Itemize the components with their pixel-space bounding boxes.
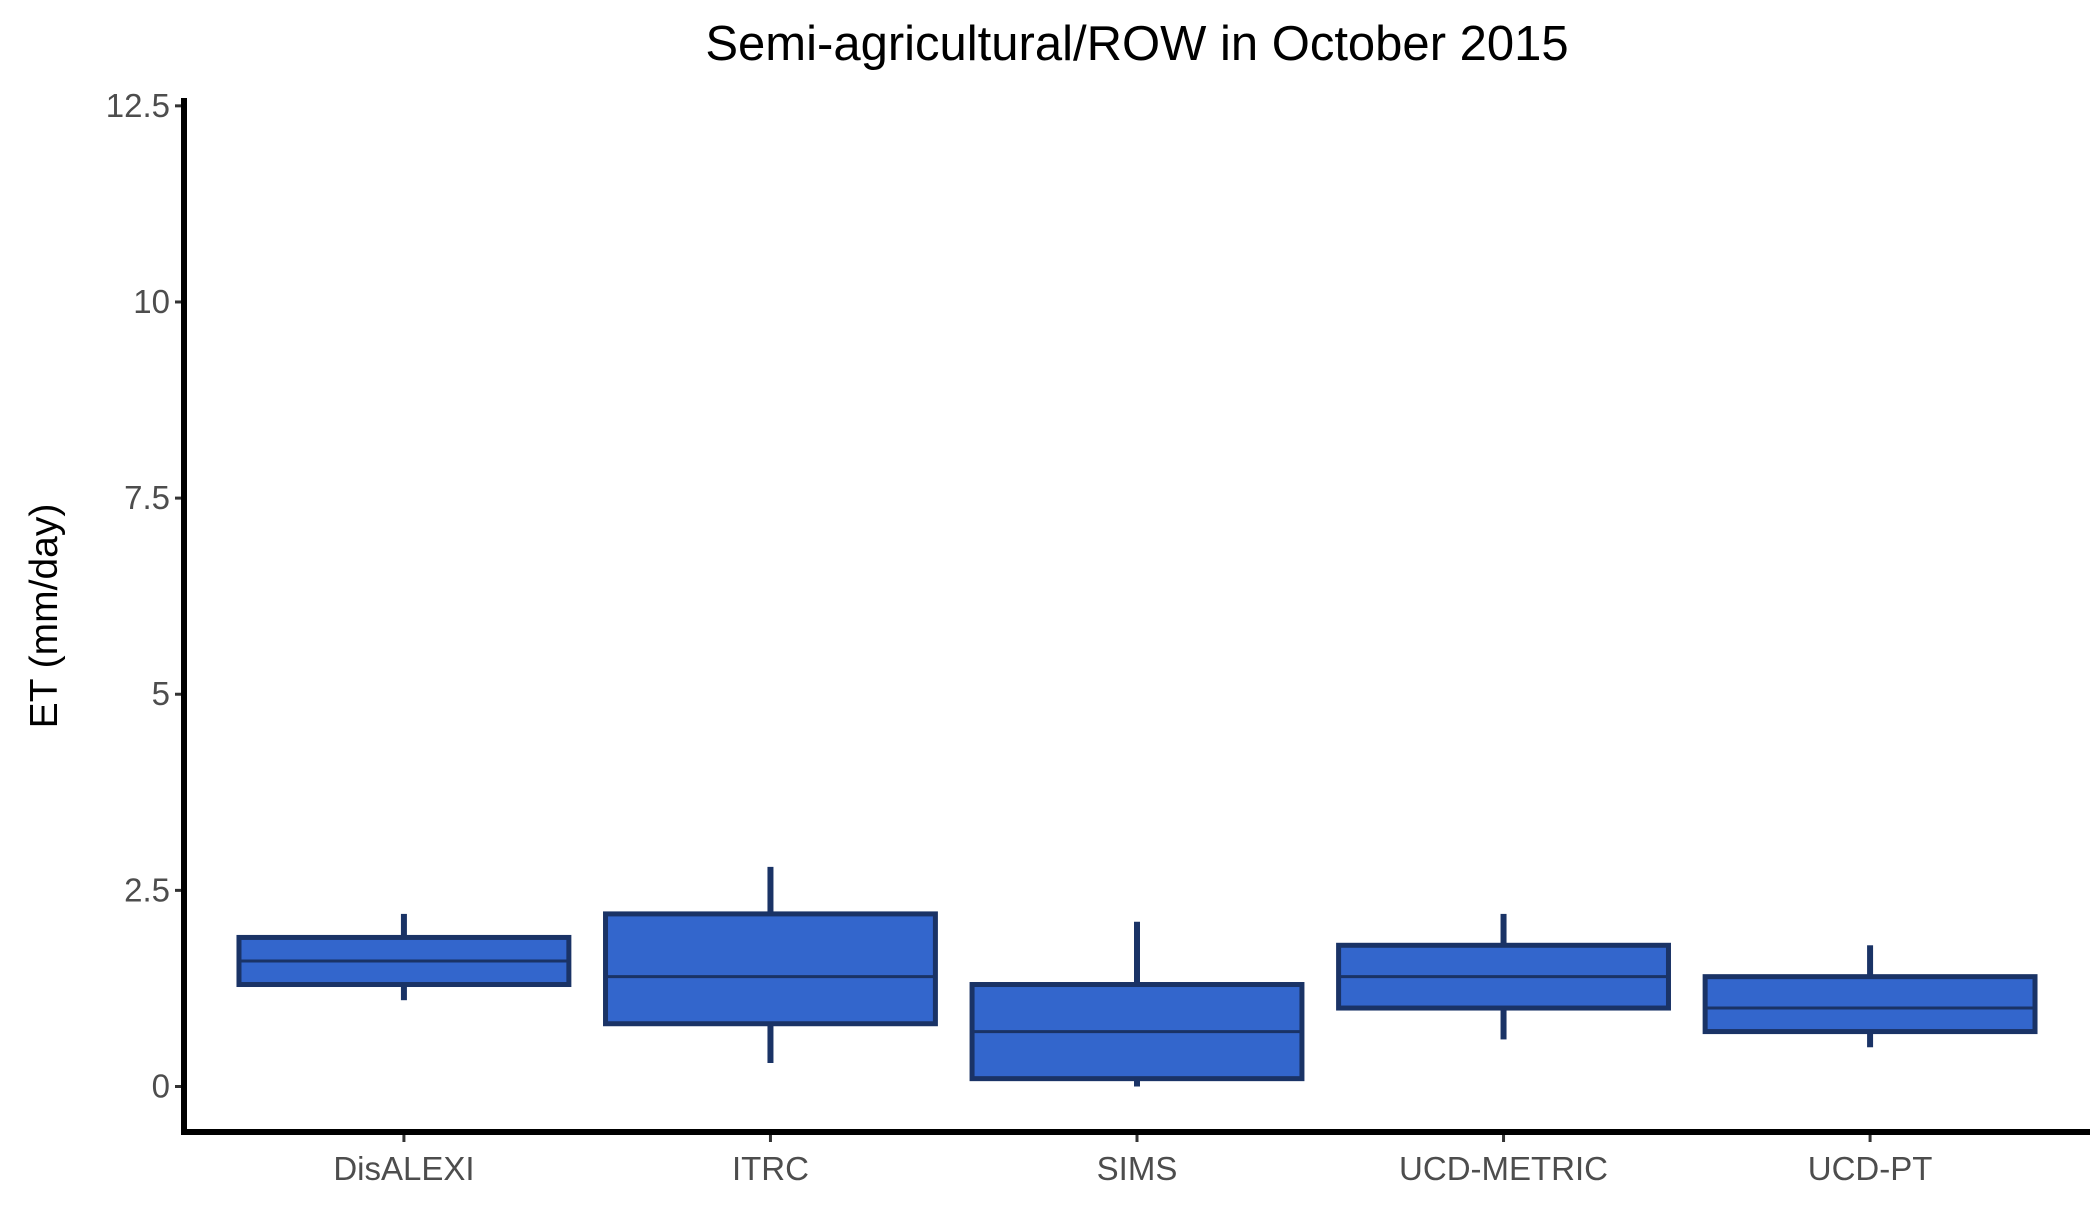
y-tick-label: 7.5 [124, 479, 170, 516]
y-tick-label: 5 [152, 675, 170, 712]
boxes-layer [236, 866, 2038, 1087]
x-ticks-layer: DisALEXI ITRC SIMS UCD-METRIC UCD-PT [333, 1135, 1932, 1187]
y-tick-label: 12.5 [106, 87, 170, 124]
x-tick-label: UCD-METRIC [1399, 1150, 1608, 1187]
box-iqr [603, 911, 938, 1027]
box-disalexi [236, 913, 572, 1001]
box-iqr [1702, 974, 2038, 1035]
x-tick-label: ITRC [732, 1150, 809, 1187]
y-ticks-layer: 0 2.5 5 7.5 10 12.5 [106, 87, 181, 1104]
box-ucd-pt [1702, 945, 2038, 1048]
y-tick-label: 2.5 [124, 871, 170, 908]
x-tick-label: DisALEXI [333, 1150, 474, 1187]
box-sims [969, 921, 1305, 1087]
chart-title: Semi-agricultural/ROW in October 2015 [705, 17, 1568, 71]
x-tick-label: UCD-PT [1808, 1150, 1933, 1187]
y-tick-label: 0 [152, 1067, 170, 1104]
y-axis-title: ET (mm/day) [23, 504, 66, 729]
box-itrc [603, 866, 938, 1063]
y-tick-label: 10 [133, 283, 170, 320]
box-ucd-metric [1336, 913, 1671, 1040]
axes-layer [181, 98, 2090, 1135]
x-tick-label: SIMS [1097, 1150, 1178, 1187]
